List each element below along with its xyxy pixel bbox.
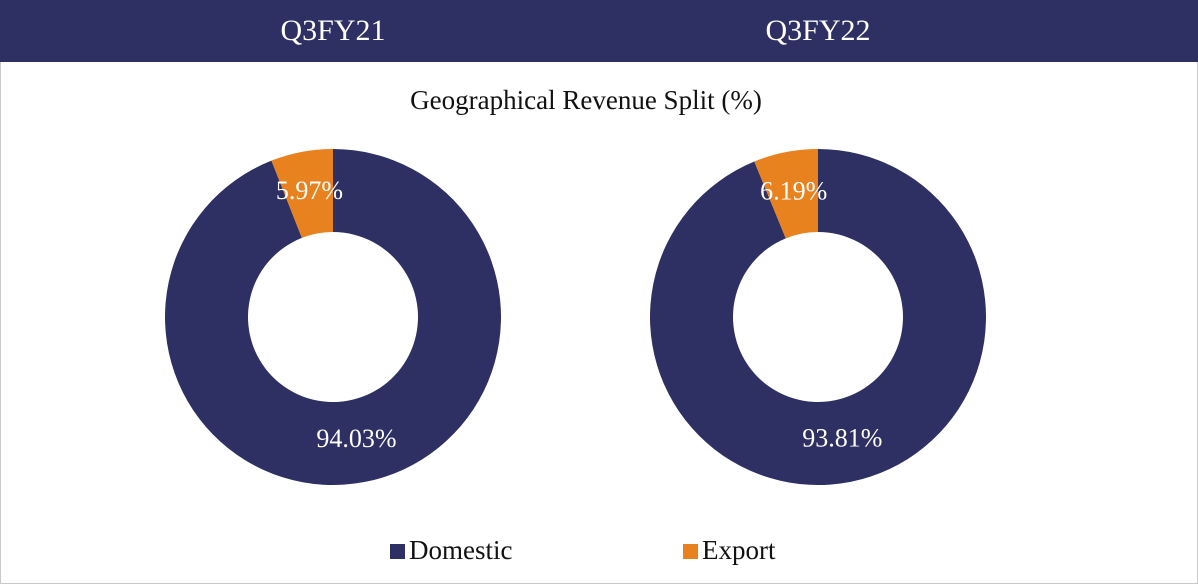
- chart-title: Geographical Revenue Split (%): [410, 85, 762, 115]
- header-band: [0, 0, 1198, 62]
- donut-slice: [754, 149, 818, 239]
- donut-slice: [165, 149, 501, 486]
- data-label: 94.03%: [316, 424, 396, 453]
- panel-title: Q3FY22: [765, 14, 870, 47]
- donut-slice: [650, 149, 987, 485]
- donut-slice: [271, 149, 333, 238]
- data-label: 6.19%: [760, 176, 827, 205]
- panel-title: Q3FY21: [280, 14, 385, 47]
- legend-label: Domestic: [409, 535, 512, 565]
- legend-swatch: [390, 544, 405, 559]
- data-label: 93.81%: [802, 424, 882, 453]
- legend-swatch: [683, 544, 698, 559]
- data-label: 5.97%: [276, 176, 343, 205]
- legend-label: Export: [702, 535, 776, 565]
